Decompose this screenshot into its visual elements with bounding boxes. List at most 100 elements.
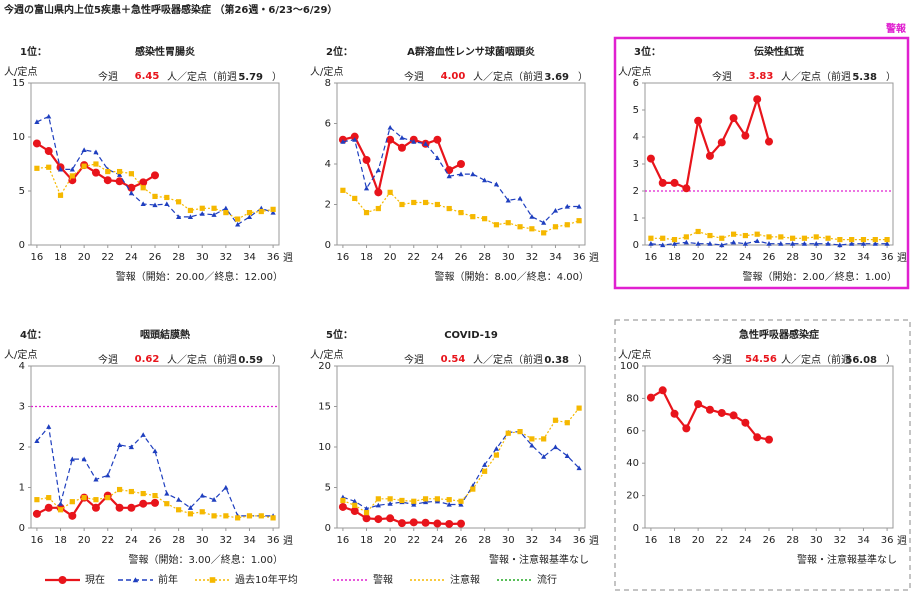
prev-week-value: 5.38 [852,72,877,83]
marker [258,208,264,215]
marker [695,228,701,235]
marker [683,239,689,245]
marker [81,163,87,169]
marker [211,212,217,217]
unit-text: 人／定点（前週 [473,70,543,83]
marker [105,472,111,478]
x-tick-label: 26 [455,252,468,263]
x-tick-label: 22 [715,252,728,263]
marker [139,178,148,187]
x-tick-label: 36 [881,535,894,546]
marker [422,141,429,146]
x-tick-label: 26 [149,535,162,546]
marker [387,496,393,502]
panel-rank: 3位： [634,45,661,58]
marker [541,454,547,459]
marker [176,507,182,513]
x-tick-label: 18 [54,252,67,263]
x-tick-label: 30 [810,535,823,546]
marker [765,435,773,444]
y-tick-label: 0 [325,523,331,534]
marker [176,199,182,205]
x-tick-label: 36 [267,252,280,263]
x-tick-label: 18 [54,535,67,546]
marker [270,206,276,212]
marker [69,499,75,505]
marker [115,177,124,186]
unit-text: 人／定点（前週 [167,353,237,366]
y-axis-label: 人/定点 [4,348,37,361]
marker [670,409,679,418]
marker [105,495,111,501]
marker [825,235,831,241]
marker [399,497,405,504]
marker [719,235,725,241]
marker [387,501,393,506]
marker [541,220,547,225]
panel-title: 咽頭結膜熱 [140,328,190,341]
marker [187,511,194,517]
marker [235,221,241,227]
marker [552,224,559,230]
marker [801,235,808,241]
marker [422,496,429,502]
marker [434,496,440,502]
marker [422,199,429,206]
marker [552,417,559,423]
legend-label: 注意報 [450,573,480,586]
marker [730,239,737,245]
page-title: 今週の富山県内上位5疾患＋急性呼吸器感染症 （第26週・6/23～6/29） [3,3,337,16]
x-tick-label: 32 [525,535,538,546]
marker [778,234,784,240]
y-tick-label: 10 [12,132,25,143]
marker [422,499,429,505]
x-tick-label: 22 [407,535,420,546]
note: 警報・注意報基準なし [489,553,589,566]
marker [352,137,358,142]
marker [433,519,442,528]
marker [813,241,819,246]
marker [505,430,511,436]
x-tick-label: 30 [196,535,209,546]
x-tick-label: 34 [243,252,256,263]
y-axis-label: 人/定点 [310,65,343,78]
x-tick-label: 28 [786,252,799,263]
marker [493,222,500,228]
marker [470,171,476,177]
marker [46,164,52,170]
panel-rank: 2位： [326,45,353,58]
note: 警報（開始：20.00／終息：12.00） [116,270,283,283]
marker [695,241,701,246]
marker [411,139,417,144]
marker [707,232,713,239]
this-week-value: 54.56 [745,354,777,365]
marker [69,173,75,179]
y-tick-label: 2 [325,200,331,211]
marker [69,166,75,172]
this-week-label: 今週 [404,353,424,366]
marker [164,501,170,507]
marker [363,510,370,516]
plot-frame [30,82,280,246]
marker [482,462,488,467]
x-tick-label: 22 [101,252,114,263]
x-tick-label: 36 [573,252,586,263]
marker [397,519,406,528]
marker [140,201,146,207]
marker [482,468,488,474]
marker [338,502,347,511]
marker [46,113,52,119]
marker [813,234,819,240]
marker [105,168,111,175]
y-tick-label: 10 [318,442,331,453]
close-paren: ） [886,354,896,366]
marker [493,446,500,451]
marker [434,155,440,161]
marker [199,509,205,515]
marker [576,465,582,471]
marker [446,205,452,212]
panel-frame [614,319,911,591]
unit-text: 人／定点（前週 [473,353,543,366]
y-tick-label: 80 [626,393,639,404]
x-tick-label: 18 [360,535,373,546]
